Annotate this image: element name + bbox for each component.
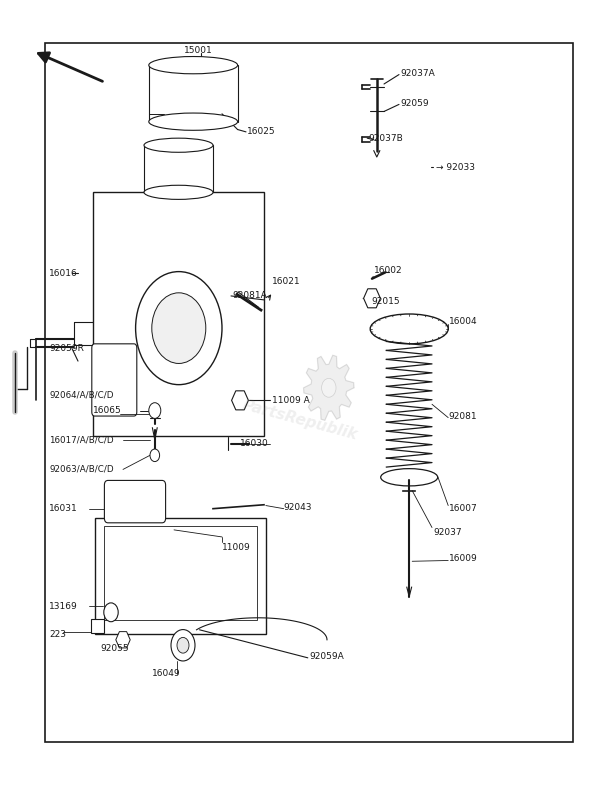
Ellipse shape: [149, 113, 238, 130]
Ellipse shape: [144, 138, 213, 152]
Text: 92059: 92059: [400, 99, 429, 108]
Bar: [91, 619, 104, 633]
Bar: [93, 192, 264, 436]
Ellipse shape: [370, 314, 448, 344]
Text: 92063/A/B/C/D: 92063/A/B/C/D: [49, 465, 114, 474]
Text: 92043: 92043: [284, 502, 313, 512]
Text: 92059A: 92059A: [309, 652, 344, 661]
Text: 92015: 92015: [371, 297, 400, 306]
Ellipse shape: [144, 185, 213, 199]
Circle shape: [150, 449, 160, 462]
Text: 92055: 92055: [101, 644, 130, 653]
Text: 16009: 16009: [449, 554, 478, 564]
Circle shape: [149, 403, 161, 418]
Text: 11009: 11009: [222, 543, 251, 553]
Text: 16030: 16030: [240, 439, 269, 448]
Text: 16025: 16025: [247, 127, 276, 137]
Polygon shape: [304, 356, 354, 420]
Text: 92081: 92081: [449, 411, 478, 421]
Text: PartsRepublik: PartsRepublik: [241, 397, 359, 443]
Text: 92081A: 92081A: [233, 290, 268, 300]
Text: 16021: 16021: [272, 277, 301, 287]
Ellipse shape: [381, 469, 438, 486]
Circle shape: [177, 637, 189, 653]
Text: 16016: 16016: [49, 268, 78, 278]
Circle shape: [136, 272, 222, 385]
Text: → 92033: → 92033: [436, 162, 475, 172]
Circle shape: [104, 603, 118, 622]
Text: 92037B: 92037B: [368, 133, 403, 143]
Bar: [104, 526, 257, 620]
Text: 16007: 16007: [449, 504, 478, 513]
Text: 15001: 15001: [184, 46, 212, 55]
Text: 16002: 16002: [374, 266, 403, 276]
Circle shape: [152, 293, 206, 363]
FancyBboxPatch shape: [104, 480, 166, 523]
Bar: [45, 43, 573, 742]
Ellipse shape: [149, 57, 238, 74]
Text: 16049: 16049: [152, 669, 181, 678]
Bar: [95, 518, 266, 634]
Text: 11009 A: 11009 A: [272, 396, 310, 405]
Circle shape: [322, 378, 336, 397]
Text: 92059R: 92059R: [49, 344, 84, 353]
Text: 223: 223: [49, 630, 66, 639]
Text: 13169: 13169: [49, 601, 78, 611]
Text: 16017/A/B/C/D: 16017/A/B/C/D: [49, 435, 114, 444]
Text: 92037: 92037: [433, 528, 462, 537]
Circle shape: [171, 630, 195, 661]
Text: 16065: 16065: [93, 406, 122, 415]
Text: 92064/A/B/C/D: 92064/A/B/C/D: [49, 390, 114, 400]
Text: 16031: 16031: [49, 504, 78, 513]
Text: 16004: 16004: [449, 317, 478, 327]
FancyBboxPatch shape: [92, 344, 137, 416]
Text: 92037A: 92037A: [400, 69, 435, 78]
